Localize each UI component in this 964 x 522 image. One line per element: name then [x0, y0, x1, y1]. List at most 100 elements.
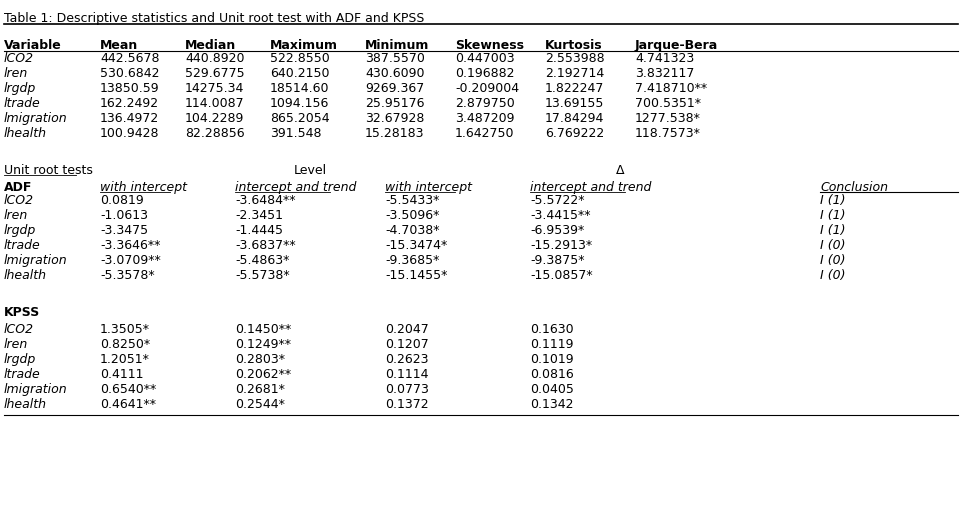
Text: 100.9428: 100.9428: [100, 127, 159, 140]
Text: 1.822247: 1.822247: [545, 82, 604, 95]
Text: -1.0613: -1.0613: [100, 209, 148, 222]
Text: 4.741323: 4.741323: [635, 52, 694, 65]
Text: -4.7038*: -4.7038*: [385, 224, 440, 237]
Text: 162.2492: 162.2492: [100, 97, 159, 110]
Text: -3.0709**: -3.0709**: [100, 254, 161, 267]
Text: 0.2623: 0.2623: [385, 353, 429, 366]
Text: 0.1372: 0.1372: [385, 398, 429, 411]
Text: lmigration: lmigration: [4, 112, 67, 125]
Text: 529.6775: 529.6775: [185, 67, 245, 80]
Text: 3.832117: 3.832117: [635, 67, 694, 80]
Text: -2.3451: -2.3451: [235, 209, 283, 222]
Text: -0.209004: -0.209004: [455, 82, 520, 95]
Text: Mean: Mean: [100, 39, 138, 52]
Text: -15.0857*: -15.0857*: [530, 269, 593, 282]
Text: Unit root tests: Unit root tests: [4, 164, 93, 177]
Text: with intercept: with intercept: [100, 181, 187, 194]
Text: 0.1249**: 0.1249**: [235, 338, 291, 351]
Text: -1.4445: -1.4445: [235, 224, 283, 237]
Text: lrgdp: lrgdp: [4, 82, 37, 95]
Text: 7.418710**: 7.418710**: [635, 82, 708, 95]
Text: 442.5678: 442.5678: [100, 52, 159, 65]
Text: 2.192714: 2.192714: [545, 67, 604, 80]
Text: 0.0405: 0.0405: [530, 383, 574, 396]
Text: 0.0773: 0.0773: [385, 383, 429, 396]
Text: -3.6837**: -3.6837**: [235, 239, 296, 252]
Text: 391.548: 391.548: [270, 127, 322, 140]
Text: 430.6090: 430.6090: [365, 67, 424, 80]
Text: 700.5351*: 700.5351*: [635, 97, 701, 110]
Text: I (1): I (1): [820, 224, 845, 237]
Text: Variable: Variable: [4, 39, 62, 52]
Text: I (1): I (1): [820, 194, 845, 207]
Text: Jarque-Bera: Jarque-Bera: [635, 39, 718, 52]
Text: -3.4415**: -3.4415**: [530, 209, 591, 222]
Text: 13.69155: 13.69155: [545, 97, 604, 110]
Text: 387.5570: 387.5570: [365, 52, 425, 65]
Text: 0.1450**: 0.1450**: [235, 323, 291, 336]
Text: 104.2289: 104.2289: [185, 112, 245, 125]
Text: -3.6484**: -3.6484**: [235, 194, 296, 207]
Text: 13850.59: 13850.59: [100, 82, 160, 95]
Text: -5.5722*: -5.5722*: [530, 194, 584, 207]
Text: lrgdp: lrgdp: [4, 224, 37, 237]
Text: Maximum: Maximum: [270, 39, 338, 52]
Text: lrgdp: lrgdp: [4, 353, 37, 366]
Text: Δ: Δ: [616, 164, 625, 177]
Text: lCO2: lCO2: [4, 52, 34, 65]
Text: 2.879750: 2.879750: [455, 97, 515, 110]
Text: -9.3875*: -9.3875*: [530, 254, 584, 267]
Text: 17.84294: 17.84294: [545, 112, 604, 125]
Text: ADF: ADF: [4, 181, 33, 194]
Text: 0.0819: 0.0819: [100, 194, 144, 207]
Text: ltrade: ltrade: [4, 368, 40, 381]
Text: 136.4972: 136.4972: [100, 112, 159, 125]
Text: -15.1455*: -15.1455*: [385, 269, 447, 282]
Text: intercept and trend: intercept and trend: [235, 181, 357, 194]
Text: 118.7573*: 118.7573*: [635, 127, 701, 140]
Text: Conclusion: Conclusion: [820, 181, 888, 194]
Text: 522.8550: 522.8550: [270, 52, 330, 65]
Text: -15.2913*: -15.2913*: [530, 239, 592, 252]
Text: ltrade: ltrade: [4, 97, 40, 110]
Text: 18514.60: 18514.60: [270, 82, 330, 95]
Text: 1.642750: 1.642750: [455, 127, 515, 140]
Text: 15.28183: 15.28183: [365, 127, 424, 140]
Text: I (0): I (0): [820, 239, 845, 252]
Text: -3.3646**: -3.3646**: [100, 239, 160, 252]
Text: -3.3475: -3.3475: [100, 224, 148, 237]
Text: 0.196882: 0.196882: [455, 67, 515, 80]
Text: 0.1342: 0.1342: [530, 398, 574, 411]
Text: lCO2: lCO2: [4, 323, 34, 336]
Text: -5.5433*: -5.5433*: [385, 194, 440, 207]
Text: 0.2544*: 0.2544*: [235, 398, 285, 411]
Text: -3.5096*: -3.5096*: [385, 209, 440, 222]
Text: 0.1019: 0.1019: [530, 353, 574, 366]
Text: -5.5738*: -5.5738*: [235, 269, 289, 282]
Text: lhealth: lhealth: [4, 269, 47, 282]
Text: 1.3505*: 1.3505*: [100, 323, 150, 336]
Text: 25.95176: 25.95176: [365, 97, 424, 110]
Text: with intercept: with intercept: [385, 181, 472, 194]
Text: lhealth: lhealth: [4, 127, 47, 140]
Text: -5.4863*: -5.4863*: [235, 254, 289, 267]
Text: lren: lren: [4, 67, 28, 80]
Text: intercept and trend: intercept and trend: [530, 181, 652, 194]
Text: I (1): I (1): [820, 209, 845, 222]
Text: 14275.34: 14275.34: [185, 82, 245, 95]
Text: 0.1207: 0.1207: [385, 338, 429, 351]
Text: lmigration: lmigration: [4, 383, 67, 396]
Text: 0.2062**: 0.2062**: [235, 368, 291, 381]
Text: 0.447003: 0.447003: [455, 52, 515, 65]
Text: 530.6842: 530.6842: [100, 67, 159, 80]
Text: lren: lren: [4, 209, 28, 222]
Text: -5.3578*: -5.3578*: [100, 269, 154, 282]
Text: I (0): I (0): [820, 254, 845, 267]
Text: 0.8250*: 0.8250*: [100, 338, 150, 351]
Text: Skewness: Skewness: [455, 39, 524, 52]
Text: lren: lren: [4, 338, 28, 351]
Text: 440.8920: 440.8920: [185, 52, 245, 65]
Text: 1277.538*: 1277.538*: [635, 112, 701, 125]
Text: 9269.367: 9269.367: [365, 82, 424, 95]
Text: 0.1114: 0.1114: [385, 368, 429, 381]
